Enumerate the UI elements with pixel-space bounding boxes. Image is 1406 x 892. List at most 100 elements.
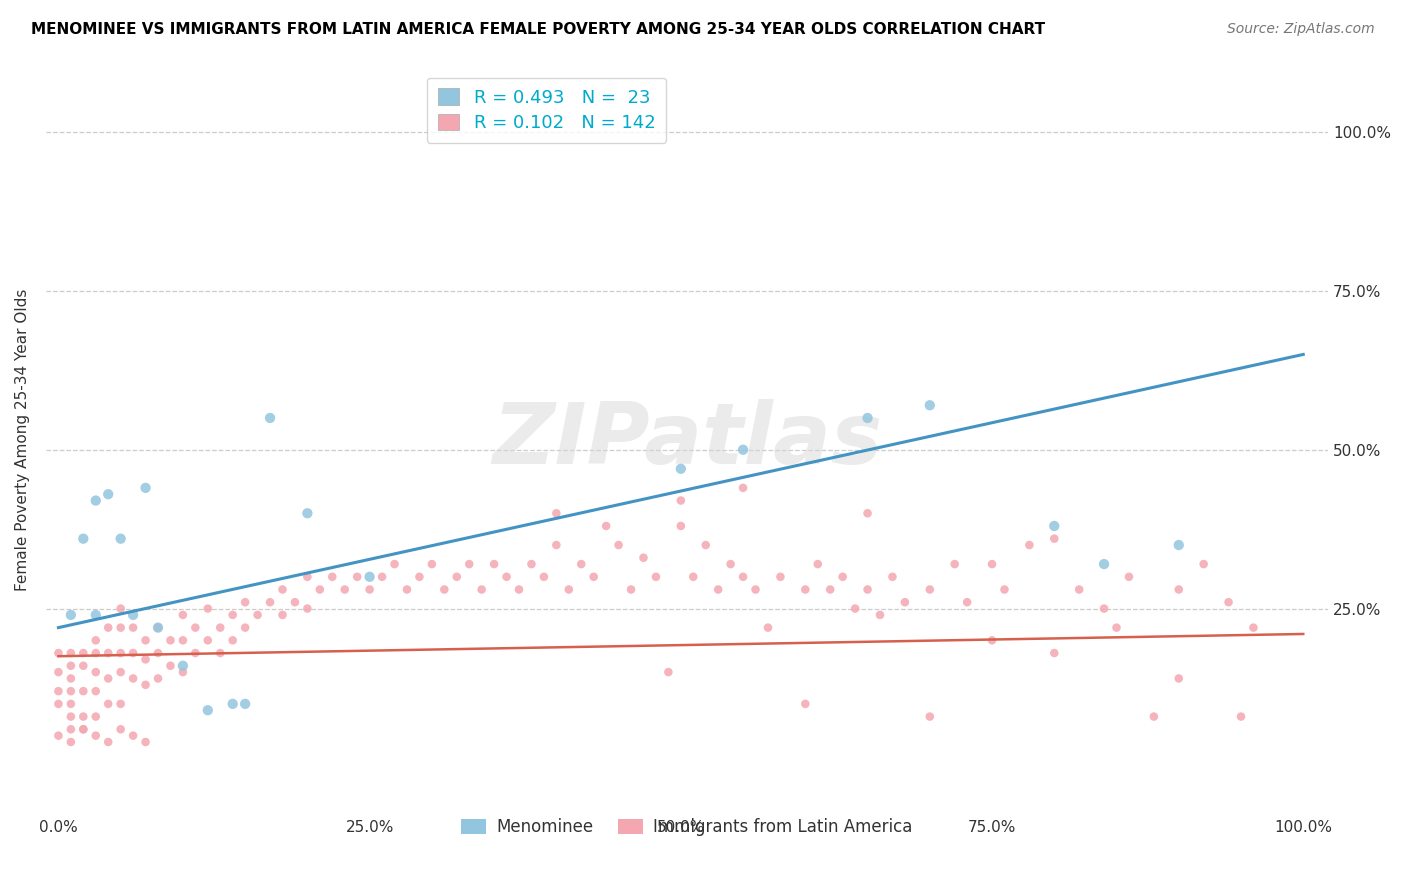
Point [695,538,717,552]
Point [135,735,157,749]
Point [744,582,766,597]
Point [59,646,82,660]
Point [59,709,82,723]
Point [569,557,592,571]
Point [359,570,381,584]
Text: MENOMINEE VS IMMIGRANTS FROM LATIN AMERICA FEMALE POVERTY AMONG 25-34 YEAR OLDS : MENOMINEE VS IMMIGRANTS FROM LATIN AMERI… [31,22,1045,37]
Point [110,665,132,679]
Point [346,570,368,584]
Point [197,703,219,717]
Point [110,646,132,660]
Point [146,621,169,635]
Point [84,646,107,660]
Point [733,481,755,495]
Point [84,607,107,622]
Point [122,607,145,622]
Point [1192,557,1215,571]
Point [869,607,891,622]
Point [48,665,70,679]
Point [595,519,617,533]
Point [197,633,219,648]
Point [297,506,319,520]
Text: ZIPatlas: ZIPatlas [492,399,882,482]
Point [856,411,879,425]
Point [97,487,120,501]
Point [172,658,194,673]
Point [197,601,219,615]
Point [72,658,94,673]
Point [794,582,817,597]
Point [135,481,157,495]
Point [769,570,792,584]
Point [122,672,145,686]
Point [122,646,145,660]
Point [84,729,107,743]
Point [1167,538,1189,552]
Point [533,570,555,584]
Point [110,601,132,615]
Point [707,582,730,597]
Point [97,621,120,635]
Point [209,646,232,660]
Point [1218,595,1240,609]
Point [1167,582,1189,597]
Point [110,697,132,711]
Point [433,582,456,597]
Y-axis label: Female Poverty Among 25-34 Year Olds: Female Poverty Among 25-34 Year Olds [15,289,30,591]
Point [271,607,294,622]
Point [72,532,94,546]
Point [546,506,568,520]
Point [981,633,1004,648]
Point [97,646,120,660]
Point [59,697,82,711]
Point [209,621,232,635]
Point [135,652,157,666]
Point [172,607,194,622]
Point [359,582,381,597]
Point [1105,621,1128,635]
Point [981,557,1004,571]
Point [222,633,245,648]
Point [733,442,755,457]
Point [48,646,70,660]
Point [122,621,145,635]
Point [321,570,343,584]
Point [122,729,145,743]
Point [1018,538,1040,552]
Point [297,601,319,615]
Point [756,621,779,635]
Point [682,570,704,584]
Point [1043,532,1066,546]
Point [620,582,643,597]
Point [59,735,82,749]
Point [943,557,966,571]
Point [297,570,319,584]
Point [84,709,107,723]
Point [669,519,692,533]
Point [146,621,169,635]
Point [84,665,107,679]
Point [420,557,443,571]
Point [1243,621,1265,635]
Point [84,493,107,508]
Point [458,557,481,571]
Point [59,684,82,698]
Point [856,582,879,597]
Point [146,646,169,660]
Point [59,672,82,686]
Legend: Menominee, Immigrants from Latin America: Menominee, Immigrants from Latin America [453,810,921,845]
Point [59,723,82,737]
Point [246,607,269,622]
Point [308,582,330,597]
Point [48,697,70,711]
Point [831,570,853,584]
Point [1092,601,1115,615]
Point [856,506,879,520]
Point [993,582,1015,597]
Point [495,570,517,584]
Point [233,595,256,609]
Point [558,582,581,597]
Point [669,493,692,508]
Point [657,665,679,679]
Text: Source: ZipAtlas.com: Source: ZipAtlas.com [1227,22,1375,37]
